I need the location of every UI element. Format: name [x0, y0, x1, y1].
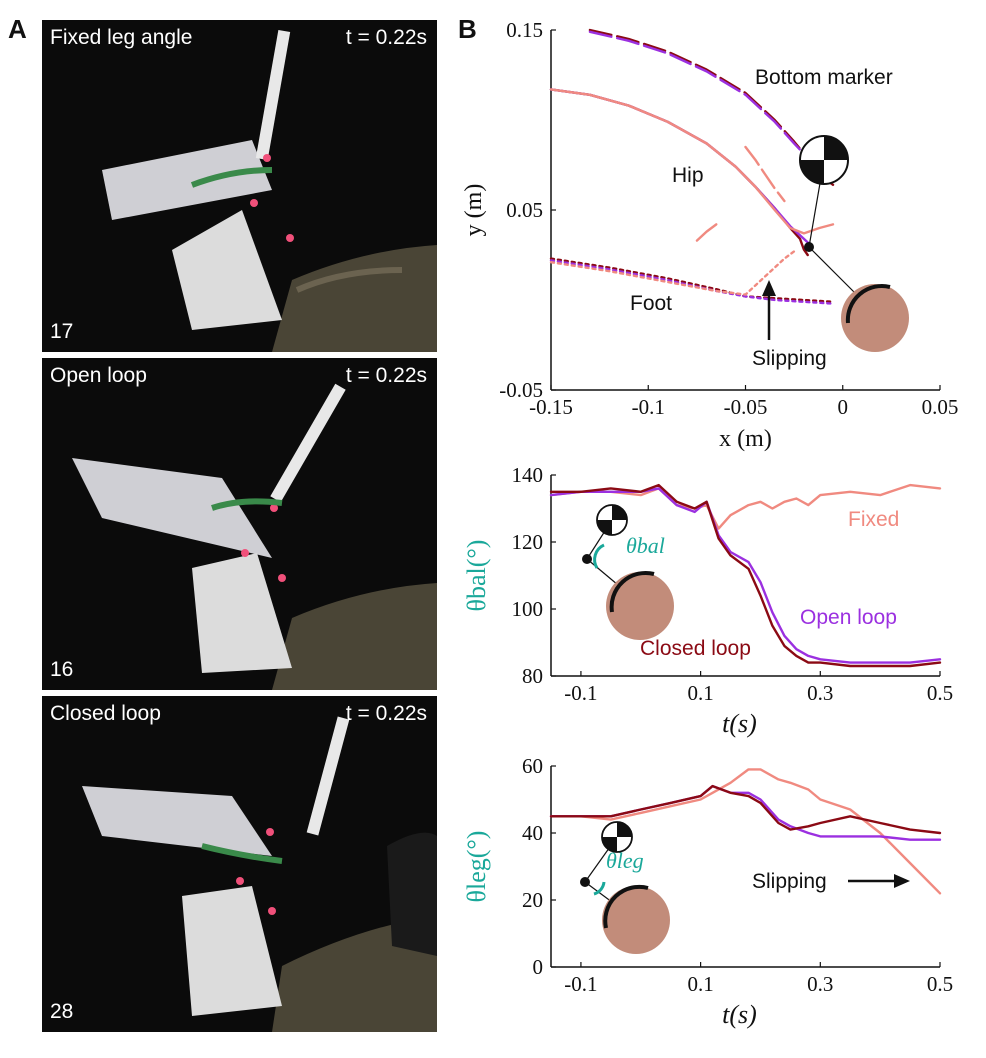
- inset-contact-arc: [609, 570, 655, 613]
- theta-leg-chart: -0.1 0.1 0.3 0.5 0 20 40 60 t(s) θleg(°) Slipping θ…: [462, 754, 953, 1029]
- y-axis-label: y (m): [461, 184, 487, 237]
- photo-frame-number: 16: [50, 658, 74, 681]
- inset-branch-circle: [606, 572, 674, 640]
- series-line-closed-loop: [549, 483, 942, 668]
- series-line-fixed: [549, 483, 942, 530]
- x-tick-label: 0.05: [922, 395, 959, 419]
- slipping-arrow-head: [894, 874, 910, 888]
- inset-angle-arc: [593, 881, 606, 896]
- schematic-link-lower: [808, 246, 858, 296]
- x-tick-label: 0.3: [807, 681, 833, 705]
- hip-joint-dot: [804, 242, 814, 252]
- panel-label-b: B: [458, 14, 477, 44]
- com-quadrant: [602, 837, 617, 852]
- photo-fixed-leg-angle: Fixed leg angle t = 0.22s 17: [42, 20, 437, 352]
- annotation-hip: Hip: [672, 164, 704, 187]
- com-quadrant: [612, 505, 627, 520]
- photo-title: Fixed leg angle: [50, 26, 193, 49]
- x-axis-label: x (m): [719, 426, 772, 452]
- photo-closed-loop: Closed loop t = 0.22s 28: [42, 696, 437, 1032]
- x-tick-label: 0.5: [927, 972, 953, 996]
- inset-hip-dot: [582, 554, 592, 564]
- x-axis-label: t(s): [722, 1000, 757, 1029]
- annotation-slipping: Slipping: [752, 870, 827, 893]
- photo-timestamp: t = 0.22s: [345, 702, 427, 725]
- y-axis-label: θbal(°): [462, 540, 491, 612]
- trajectory-line-bottom-fixed: [744, 145, 786, 203]
- x-tick-label: 0: [838, 395, 849, 419]
- photo-title: Closed loop: [50, 702, 161, 725]
- trajectory-line-hip-fixed: [695, 223, 718, 242]
- x-axis-label: t(s): [722, 709, 757, 738]
- y-tick-label: 40: [522, 821, 543, 845]
- annotation-slipping: Slipping: [752, 347, 827, 370]
- photo-timestamp: t = 0.22s: [345, 364, 427, 387]
- label-open-loop: Open loop: [800, 606, 897, 629]
- y-tick-label: 100: [512, 597, 544, 621]
- y-tick-label: 0.15: [506, 18, 543, 42]
- y-tick-label: 120: [512, 530, 544, 554]
- inset-contact-arc: [603, 884, 649, 929]
- panel-label-a: A: [8, 14, 27, 44]
- y-tick-label: 140: [512, 463, 544, 487]
- x-tick-label: 0.3: [807, 972, 833, 996]
- x-tick-label: 0.1: [687, 681, 713, 705]
- trajectory-line-foot-fixed: [549, 250, 796, 296]
- photo-open-loop: Open loop t = 0.22s 16: [42, 358, 437, 690]
- inset-angle-label: θbal: [626, 533, 665, 558]
- inset-branch-circle: [602, 886, 670, 954]
- label-closed-loop: Closed loop: [640, 637, 751, 660]
- trajectory-line-foot-closed_loop: [549, 257, 835, 303]
- y-tick-label: 20: [522, 888, 543, 912]
- series-line-fixed: [549, 768, 942, 895]
- y-tick-label: 0.05: [506, 198, 543, 222]
- inset-angle-arc: [593, 543, 605, 569]
- series-line-closed-loop: [549, 784, 942, 835]
- x-tick-label: -0.1: [564, 972, 597, 996]
- com-quadrant: [824, 136, 848, 160]
- x-tick-label: -0.15: [529, 395, 573, 419]
- branch-circle: [841, 284, 909, 352]
- photo-title: Open loop: [50, 364, 147, 387]
- label-fixed: Fixed: [848, 508, 899, 531]
- photo-frame-number: 17: [50, 320, 74, 343]
- x-tick-label: -0.05: [724, 395, 768, 419]
- photo-timestamp: t = 0.22s: [345, 26, 427, 49]
- robot-photo-illustration: [42, 358, 437, 690]
- theta-bal-chart: -0.1 0.1 0.3 0.5 80 100 120 140 t(s) θbal(°) Fixed…: [462, 463, 953, 738]
- x-tick-label: -0.1: [632, 395, 665, 419]
- robot-photo-illustration: [42, 20, 437, 352]
- trajectory-line-bottom-closed_loop: [588, 28, 835, 187]
- com-quadrant: [617, 822, 632, 837]
- inset-hip-dot: [580, 877, 590, 887]
- robot-photo-illustration: [42, 696, 437, 1032]
- photo-frame-number: 28: [50, 1000, 74, 1023]
- trajectory-line-hip-fixed: [549, 88, 835, 235]
- annotation-foot: Foot: [630, 292, 672, 315]
- x-tick-label: 0.5: [927, 681, 953, 705]
- x-tick-label: -0.1: [564, 681, 597, 705]
- com-quadrant: [597, 520, 612, 535]
- y-tick-label: 60: [522, 754, 543, 778]
- y-tick-label: 80: [522, 664, 543, 688]
- slipping-arrow-head: [762, 280, 776, 296]
- y-tick-label: 0: [533, 955, 544, 979]
- trajectory-line-foot-open_loop: [549, 259, 835, 305]
- annotation-bottom-marker: Bottom marker: [755, 66, 893, 89]
- com-quadrant: [800, 160, 824, 184]
- inset-angle-label: θleg: [606, 848, 644, 873]
- foot-contact-arc: [845, 284, 891, 324]
- y-axis-label: θleg(°): [462, 831, 491, 903]
- y-tick-label: -0.05: [499, 378, 543, 402]
- trajectory-chart: -0.15 -0.1 -0.05 0 0.05 -0.05 0.05 0.15 x (m) y (…: [461, 18, 958, 452]
- x-tick-label: 0.1: [687, 972, 713, 996]
